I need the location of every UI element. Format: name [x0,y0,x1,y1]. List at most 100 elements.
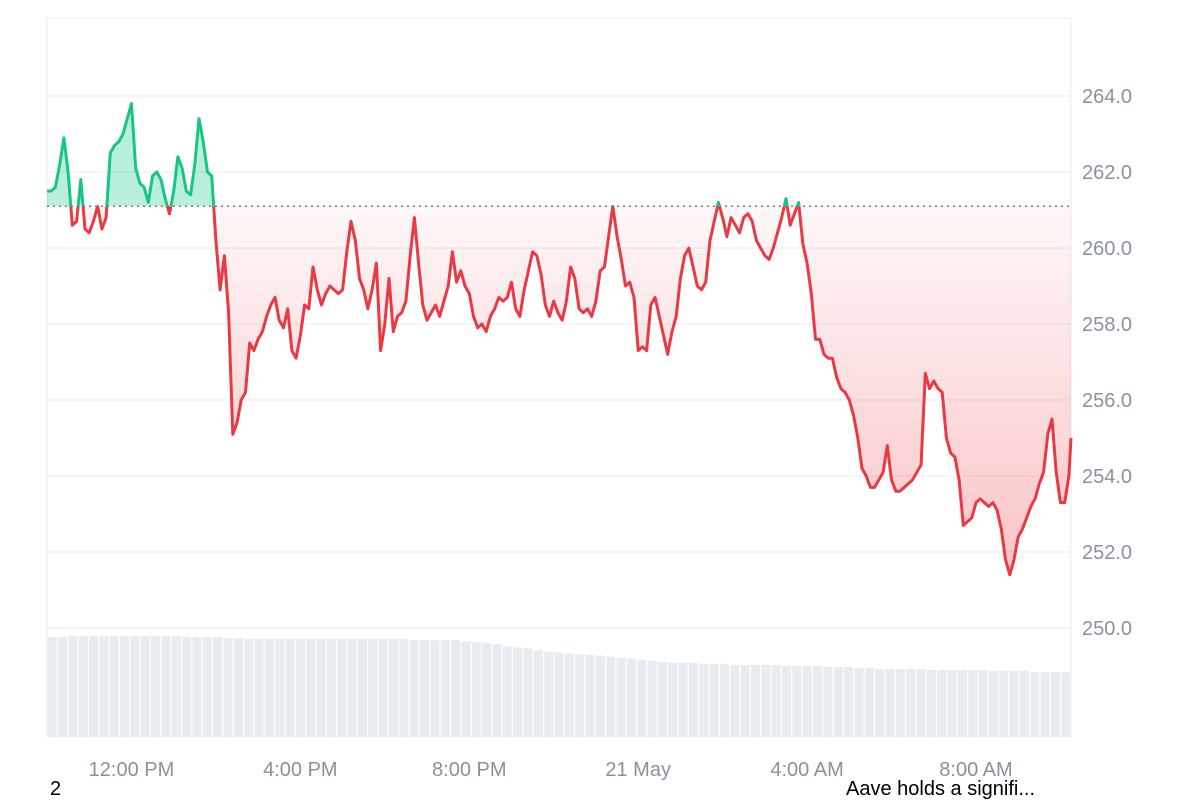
volume-bar [461,641,471,737]
price-line [47,102,1073,577]
volume-bar [151,636,161,737]
volume-bar [823,666,833,737]
volume-bar [988,671,998,737]
volume-bar [595,655,605,737]
volume-bar [492,644,502,737]
volume-bar [968,670,978,737]
volume-bar [544,651,554,737]
volume-bar [254,639,264,737]
volume-bar [223,638,233,737]
volume-bar [399,639,409,737]
y-tick-label: 256.0 [1082,390,1132,412]
x-tick-label: 12:00 PM [89,759,175,781]
volume-bar [182,637,192,737]
volume-bar [761,664,771,737]
volume-bar [1030,672,1040,737]
volume-bar [957,670,967,737]
volume-bar [68,636,78,737]
volume-bar [626,658,636,737]
volume-bar [140,636,150,737]
volume-bar [740,664,750,737]
volume-bar [99,636,109,737]
price-line-down [69,206,1073,577]
x-axis: 12:00 PM 4:00 PM 8:00 PM 21 May 4:00 AM 8:00 … [89,759,1013,781]
volume-bar [854,667,864,737]
volume-bar [471,642,481,737]
volume-bar [813,665,823,737]
y-tick-label: 250.0 [1082,618,1132,640]
volume-bar [575,654,585,737]
volume-bar [295,639,305,737]
volume-bar [1061,672,1071,737]
x-tick-label: 4:00 AM [770,759,843,781]
volume-bar [999,671,1009,737]
volume-bar [378,639,388,737]
y-tick-label: 252.0 [1082,542,1132,564]
x-tick-label: 4:00 PM [263,759,337,781]
volume-bar [937,670,947,737]
volume-bars [47,636,1071,737]
x-tick-label: 8:00 PM [432,759,506,781]
volume-bar [337,639,347,737]
volume-bar [1009,671,1019,737]
y-tick-label: 260.0 [1082,238,1132,260]
volume-bar [316,639,326,737]
volume-bar [792,665,802,737]
volume-bar [657,661,668,737]
volume-bar [926,670,936,737]
volume-bar [244,639,254,737]
y-tick-label: 262.0 [1082,162,1132,184]
volume-bar [347,639,357,737]
x-tick-label: 21 May [605,759,671,781]
volume-bar [781,665,792,737]
volume-bar [502,646,512,737]
volume-bar [388,639,399,737]
volume-bar [730,664,740,737]
volume-bar [699,663,709,737]
volume-bar [678,662,688,737]
volume-bar [637,659,647,737]
footer-left-text: 2 [50,778,62,800]
volume-bar [864,667,874,737]
volume-bar [947,670,957,737]
volume-bar [895,668,905,737]
volume-bar [564,653,574,737]
volume-bar [606,656,616,737]
volume-bar [906,668,916,737]
y-axis: 250.0 252.0 254.0 256.0 258.0 260.0 262.0 264.0 [1082,86,1132,640]
volume-bar [513,647,523,737]
volume-bar [1050,672,1061,737]
volume-bar [285,639,295,737]
volume-bar [213,637,223,737]
volume-bar [171,636,181,737]
area-fill-above-baseline [47,103,799,207]
volume-bar [440,640,450,737]
volume-bar [533,650,543,737]
volume-bar [419,640,430,737]
volume-bar [326,639,337,737]
volume-bar [875,668,885,737]
volume-bar [1019,671,1030,737]
volume-bar [78,636,88,737]
volume-bar [130,636,140,737]
volume-bar [688,662,699,737]
y-tick-label: 254.0 [1082,466,1132,488]
volume-bar [1040,672,1050,737]
x-tick-label: 8:00 AM [939,759,1012,781]
volume-bar [719,663,730,737]
price-area [47,103,1071,575]
volume-bar [482,643,492,737]
volume-bar [668,662,678,737]
footer-link-text[interactable]: Aave holds a signifi... [846,778,1035,800]
volume-bar [585,654,595,737]
volume-bar [771,664,781,737]
volume-bar [802,665,812,737]
volume-bar [357,639,368,737]
volume-bar [523,648,533,737]
volume-bar [161,636,171,737]
volume-bar [409,640,419,737]
volume-bar [192,637,202,737]
y-tick-label: 264.0 [1082,86,1132,108]
volume-bar [109,636,119,737]
